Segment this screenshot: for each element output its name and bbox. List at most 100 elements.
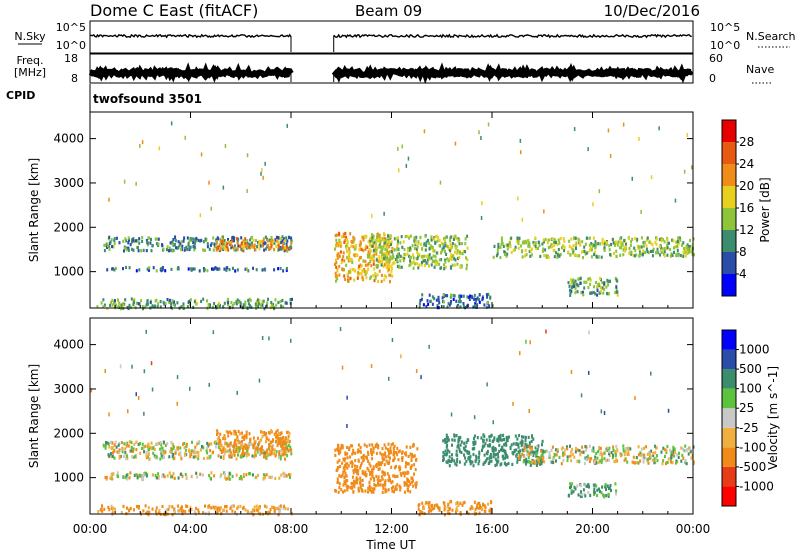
- data-pixel: [609, 483, 612, 488]
- data-pixel: [558, 455, 561, 459]
- data-pixel: [503, 456, 506, 460]
- data-pixel: [257, 473, 259, 477]
- data-pixel: [268, 510, 271, 514]
- data-pixel: [366, 253, 369, 257]
- data-pixel: [225, 442, 228, 446]
- data-pixel: [335, 279, 337, 283]
- data-pixel: [410, 476, 413, 480]
- data-pixel: [670, 456, 673, 460]
- data-pixel: [391, 338, 394, 342]
- data-pixel: [517, 445, 520, 449]
- data-pixel: [396, 253, 399, 257]
- data-pixel: [242, 239, 245, 243]
- data-pixel: [365, 276, 368, 280]
- data-pixel: [371, 254, 374, 258]
- data-pixel: [399, 254, 402, 258]
- data-pixel: [566, 458, 569, 463]
- data-pixel: [147, 442, 150, 446]
- data-pixel: [177, 245, 180, 250]
- data-pixel: [393, 490, 395, 494]
- data-pixel: [270, 302, 273, 307]
- data-pixel: [407, 478, 410, 482]
- data-pixel: [385, 459, 388, 463]
- data-pixel: [611, 456, 614, 460]
- data-pixel: [239, 244, 242, 248]
- data-pixel: [233, 441, 236, 445]
- data-pixel: [669, 448, 672, 452]
- data-pixel: [674, 198, 677, 203]
- data-pixel: [352, 448, 355, 452]
- data-pixel: [334, 448, 337, 452]
- data-pixel: [608, 452, 610, 456]
- data-pixel: [219, 447, 222, 451]
- data-pixel: [464, 456, 467, 460]
- data-pixel: [226, 242, 228, 246]
- data-pixel: [659, 253, 661, 257]
- data-pixel: [204, 504, 206, 508]
- data-pixel: [193, 267, 196, 271]
- data-pixel: [546, 241, 549, 245]
- data-pixel: [230, 432, 233, 436]
- data-pixel: [206, 245, 209, 249]
- data-pixel: [544, 248, 547, 252]
- data-pixel: [124, 298, 127, 302]
- data-pixel: [529, 451, 532, 455]
- data-pixel: [433, 249, 436, 253]
- nave-label: Nave: [746, 63, 774, 76]
- data-pixel: [242, 249, 245, 253]
- data-pixel: [218, 245, 221, 249]
- data-pixel: [606, 278, 609, 282]
- data-pixel: [398, 252, 400, 256]
- data-pixel: [359, 240, 362, 244]
- data-pixel: [105, 243, 108, 247]
- data-pixel: [666, 243, 669, 248]
- data-pixel: [582, 256, 584, 260]
- data-pixel: [216, 510, 219, 514]
- data-pixel: [493, 448, 496, 452]
- data-pixel: [103, 249, 106, 253]
- data-pixel: [502, 457, 505, 461]
- data-pixel: [264, 247, 267, 251]
- data-pixel: [607, 448, 609, 452]
- data-pixel: [497, 435, 500, 439]
- data-pixel: [128, 266, 131, 270]
- data-pixel: [560, 462, 563, 466]
- data-pixel: [227, 430, 229, 434]
- data-pixel: [111, 510, 114, 514]
- data-pixel: [127, 248, 130, 252]
- data-pixel: [154, 456, 157, 460]
- data-pixel: [390, 266, 393, 271]
- data-pixel: [583, 492, 586, 496]
- data-pixel: [455, 502, 458, 506]
- data-pixel: [486, 457, 489, 461]
- data-pixel: [380, 453, 383, 457]
- data-pixel: [684, 461, 687, 465]
- data-pixel: [616, 293, 619, 297]
- data-pixel: [280, 247, 283, 251]
- data-pixel: [431, 245, 434, 249]
- data-pixel: [567, 493, 570, 497]
- data-pixel: [478, 452, 481, 456]
- data-pixel: [266, 301, 269, 305]
- data-pixel: [271, 238, 274, 242]
- data-pixel: [465, 267, 468, 271]
- data-pixel: [337, 466, 340, 470]
- data-pixel: [531, 460, 534, 464]
- data-pixel: [477, 501, 480, 505]
- data-pixel: [147, 450, 150, 454]
- data-pixel: [279, 504, 282, 508]
- data-pixel: [228, 454, 231, 458]
- data-pixel: [684, 444, 687, 448]
- data-pixel: [382, 245, 385, 249]
- data-pixel: [376, 235, 378, 239]
- data-pixel: [469, 455, 472, 459]
- data-pixel: [597, 255, 600, 259]
- data-pixel: [672, 239, 675, 243]
- data-pixel: [586, 454, 589, 458]
- data-pixel: [596, 493, 599, 498]
- data-pixel: [583, 280, 586, 284]
- velocity-colorbar-swatch: [722, 330, 736, 350]
- data-pixel: [270, 450, 273, 454]
- data-pixel: [357, 486, 360, 490]
